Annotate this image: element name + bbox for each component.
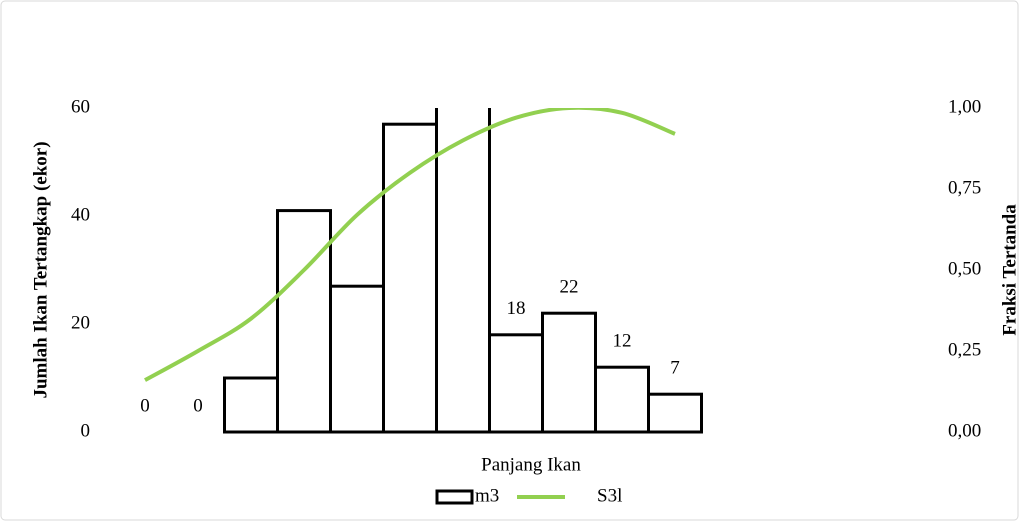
bar — [276, 209, 332, 434]
y-tick-label: 60 — [71, 96, 90, 117]
legend-label: m3 — [475, 485, 499, 506]
data-label: 22 — [560, 277, 579, 298]
data-label: 18 — [507, 298, 526, 319]
y2-tick-label: 0,50 — [948, 258, 981, 279]
y-tick-label: 0 — [81, 420, 91, 441]
bar — [647, 392, 703, 434]
y2-axis-title: Fraksi Tertanda — [999, 204, 1019, 336]
bar — [435, 108, 491, 434]
line — [144, 108, 676, 382]
data-label: 0 — [140, 395, 150, 416]
legend-swatch — [435, 489, 474, 505]
y2-tick-label: 0,25 — [948, 339, 981, 360]
y2-tick-label: 1,00 — [948, 96, 981, 117]
x-axis-title: Panjang Ikan — [481, 454, 581, 475]
plot-area — [144, 108, 703, 434]
data-label: 7 — [670, 358, 680, 379]
y-tick-label: 20 — [71, 312, 90, 333]
bar — [541, 311, 597, 434]
y2-tick-label: 0,75 — [948, 177, 981, 198]
y-axis-title: Jumlah Ikan Tertangkap (ekor) — [30, 141, 51, 398]
data-label: 12 — [613, 331, 632, 352]
bar — [223, 376, 279, 434]
legend-label: S3l — [597, 485, 622, 506]
bar — [488, 333, 544, 434]
bar — [594, 365, 650, 434]
y-tick-label: 40 — [71, 204, 90, 225]
bar — [329, 284, 385, 434]
y2-tick-label: 0,00 — [948, 420, 981, 441]
data-label: 0 — [193, 395, 203, 416]
